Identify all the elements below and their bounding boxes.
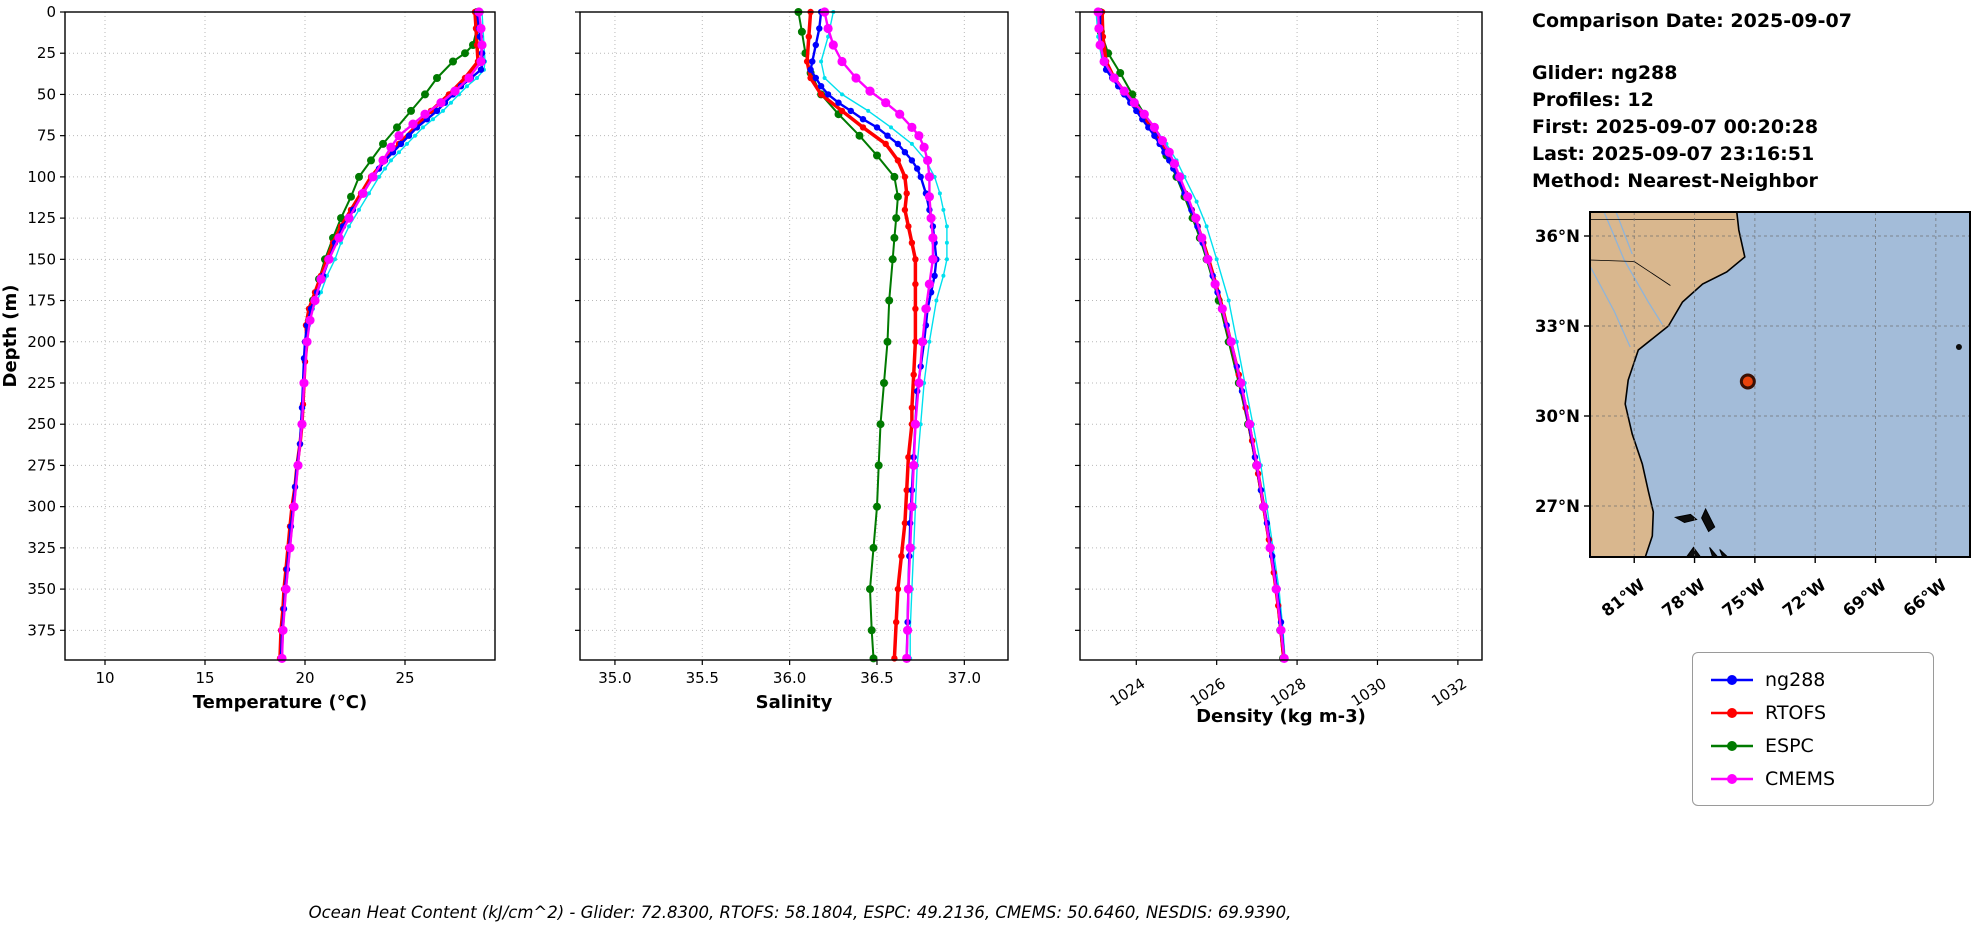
first-profile-time-text: First: 2025-09-07 00:20:28 — [1532, 116, 1819, 138]
svg-text:25: 25 — [37, 44, 56, 62]
legend-line-marker — [1711, 773, 1753, 784]
location-map: 36°N 33°N 30°N 27°N 81°W 78°W 75°W 72°W 69°W 66°W — [1535, 211, 1971, 621]
svg-text:75°W: 75°W — [1719, 575, 1770, 620]
svg-text:250: 250 — [27, 415, 56, 433]
svg-text:300: 300 — [27, 498, 56, 516]
svg-text:100: 100 — [27, 168, 56, 186]
svg-text:35.5: 35.5 — [686, 669, 719, 687]
legend-item-ng288: ng288 — [1709, 663, 1917, 696]
info-panel: Comparison Date: 2025-09-07 Glider: ng28… — [1532, 8, 1852, 195]
svg-text:36.0: 36.0 — [773, 669, 806, 687]
legend-label: RTOFS — [1765, 701, 1827, 724]
svg-text:75: 75 — [37, 127, 56, 145]
legend-item-rtofs: RTOFS — [1709, 696, 1917, 729]
svg-text:150: 150 — [27, 250, 56, 268]
legend-item-cmems: CMEMS — [1709, 762, 1917, 795]
svg-text:72°W: 72°W — [1779, 575, 1830, 620]
last-profile-time-text: Last: 2025-09-07 23:16:51 — [1532, 143, 1815, 165]
svg-text:Salinity: Salinity — [756, 692, 833, 713]
svg-text:350: 350 — [27, 580, 56, 598]
legend-label: CMEMS — [1765, 767, 1836, 790]
method-text: Method: Nearest-Neighbor — [1532, 170, 1818, 192]
svg-text:36°N: 36°N — [1535, 227, 1580, 246]
glider-name-text: Glider: ng288 — [1532, 62, 1678, 84]
legend-line-marker — [1711, 707, 1753, 718]
svg-text:Temperature (°C): Temperature (°C) — [193, 692, 367, 713]
svg-text:375: 375 — [27, 621, 56, 639]
svg-text:25: 25 — [395, 669, 414, 687]
svg-text:33°N: 33°N — [1535, 317, 1580, 336]
legend-line-marker — [1711, 674, 1753, 685]
svg-text:1026: 1026 — [1187, 674, 1229, 710]
salinity-profile-chart: 35.0 35.5 36.0 36.5 37.0 Salinity — [575, 7, 1009, 713]
profiles-count-text: Profiles: 12 — [1532, 89, 1654, 111]
temperature-profile-chart: 10 15 20 2502550751001251501752002252502753… — [0, 3, 496, 713]
svg-text:1030: 1030 — [1348, 674, 1390, 710]
svg-text:1024: 1024 — [1107, 674, 1149, 710]
svg-text:37.0: 37.0 — [948, 669, 981, 687]
spacer — [1532, 35, 1852, 60]
legend-item-espc: ESPC — [1709, 729, 1917, 762]
svg-text:66°W: 66°W — [1900, 575, 1951, 620]
svg-text:81°W: 81°W — [1598, 575, 1649, 620]
svg-text:69°W: 69°W — [1839, 575, 1890, 620]
svg-text:27°N: 27°N — [1535, 497, 1580, 516]
ocean-heat-content-caption: Ocean Heat Content (kJ/cm^2) - Glider: 7… — [308, 903, 1292, 922]
svg-text:Depth (m): Depth (m) — [0, 285, 21, 388]
svg-text:10: 10 — [95, 669, 114, 687]
svg-text:325: 325 — [27, 539, 56, 557]
svg-text:0: 0 — [46, 3, 56, 21]
svg-text:200: 200 — [27, 333, 56, 351]
density-profile-chart: 1024 1026 1028 1030 1032 Density (kg m-3) — [1075, 7, 1483, 727]
legend-label: ESPC — [1765, 734, 1814, 757]
legend-line-marker — [1711, 740, 1753, 751]
svg-text:35.0: 35.0 — [598, 669, 631, 687]
svg-text:78°W: 78°W — [1658, 575, 1709, 620]
svg-text:Density (kg m-3): Density (kg m-3) — [1196, 706, 1366, 727]
svg-text:1032: 1032 — [1428, 674, 1470, 710]
legend-label: ng288 — [1765, 668, 1826, 691]
comparison-date-text: Comparison Date: 2025-09-07 — [1532, 10, 1852, 32]
svg-text:15: 15 — [195, 669, 214, 687]
svg-text:20: 20 — [295, 669, 314, 687]
svg-text:225: 225 — [27, 374, 56, 392]
svg-text:275: 275 — [27, 456, 56, 474]
svg-text:50: 50 — [37, 85, 56, 103]
svg-text:125: 125 — [27, 209, 56, 227]
chart-legend: ng288 RTOFS ESPC CMEMS — [1692, 652, 1934, 806]
svg-text:175: 175 — [27, 292, 56, 310]
svg-text:1028: 1028 — [1267, 674, 1309, 710]
svg-text:30°N: 30°N — [1535, 407, 1580, 426]
svg-text:36.5: 36.5 — [860, 669, 893, 687]
